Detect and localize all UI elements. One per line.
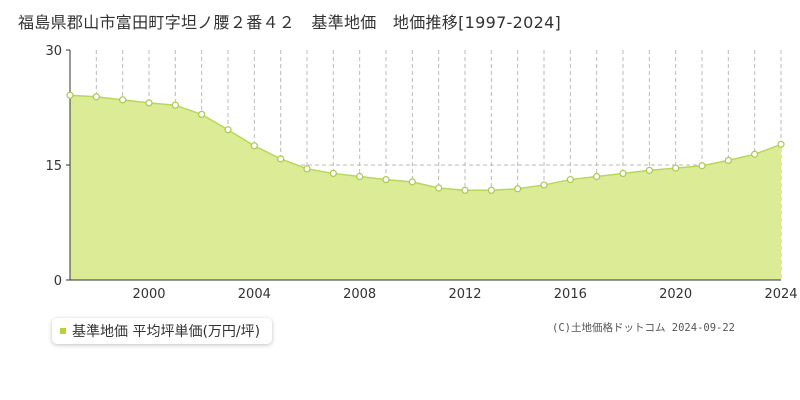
data-point [198,110,206,119]
data-point [171,101,179,109]
legend[interactable]: 基準地価 平均坪単価(万円/坪) [52,318,273,344]
x-tick-label: 2012 [448,287,481,302]
chart-title: 福島県郡山市富田町字坦ノ腰２番４２ 基準地価 地価推移[1997-2024] [18,13,562,32]
copyright-text: (C)土地価格ドットコム 2024-09-22 [552,322,736,334]
data-point [566,175,574,184]
data-point [461,186,469,194]
data-point [303,165,311,173]
data-point [119,96,127,104]
y-tick-label: 15 [45,159,62,174]
legend-swatch [60,328,66,334]
data-point [224,126,232,134]
data-point [645,166,653,174]
data-point [92,93,100,101]
data-point [619,169,627,178]
data-point [356,172,364,181]
data-point [487,186,495,194]
data-point [514,185,522,193]
data-point [698,162,706,170]
data-point [277,155,285,163]
y-tick-label: 0 [54,274,62,289]
data-point [672,164,680,172]
data-point [145,99,153,107]
x-tick-label: 2024 [764,287,797,302]
legend-label: 基準地価 平均坪単価(万円/坪) [72,324,261,340]
data-point [724,156,732,164]
x-tick-label: 2000 [132,287,165,302]
data-point [66,91,74,99]
series-line [69,94,782,192]
data-point [593,172,601,181]
x-tick-label: 2008 [343,287,376,302]
data-point [435,184,443,192]
data-point [777,140,785,148]
x-tick-label: 2020 [659,287,692,302]
data-point [250,142,258,150]
series-area [70,95,781,280]
data-point [540,181,548,189]
x-tick-label: 2016 [554,287,587,302]
data-point [408,178,416,186]
x-tick-label: 2004 [238,287,271,302]
data-point [329,169,337,178]
data-point [751,150,759,158]
y-tick-label: 30 [45,44,62,59]
data-point [382,175,390,184]
